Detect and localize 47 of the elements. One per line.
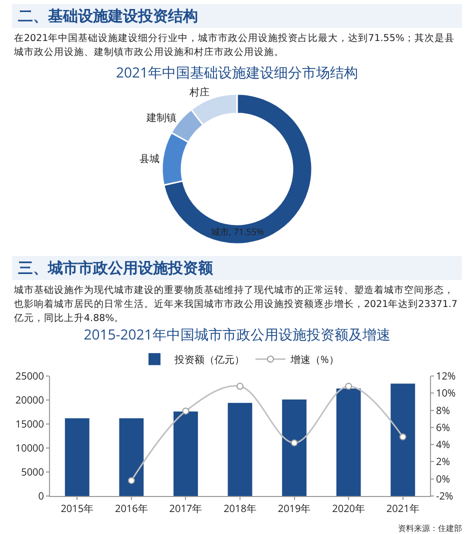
y-tick-label: 25000 — [15, 368, 44, 382]
text: 城市基础设施作为现代城市建设的重要物质基础维持了现代城市的正常运转、塑造着城市空间形态，也影响着城市居民的日常生活。近年来我国城市市政公用设施投资额逐步增长，2021年达到23371.7亿元，同比上升4.88%。 — [14, 284, 458, 326]
slice-label: 村庄 — [188, 84, 210, 99]
bar — [390, 384, 416, 496]
slice-label: 建制镇 — [146, 110, 177, 124]
x-tick-label: 2019年 — [278, 501, 311, 515]
point — [182, 408, 190, 415]
text: 资料来源：住建部 — [398, 523, 462, 534]
y-tick-label: 0 — [38, 488, 44, 502]
slice-label: 县城 — [139, 151, 160, 166]
y2-tick-label: 4% — [436, 437, 450, 452]
x-tick-label: 2018年 — [224, 501, 256, 515]
y2-tick-label: 10% — [436, 386, 456, 400]
y2-tick-label: -2% — [436, 488, 454, 502]
point — [236, 382, 244, 390]
text: 三、城市市政公用设施投资额 — [12, 256, 462, 280]
y2-tick-label: 6% — [436, 420, 450, 434]
x-tick-label: 2016年 — [114, 501, 148, 515]
y-tick-label: 15000 — [15, 416, 44, 430]
point — [345, 382, 352, 390]
text: 二、基础设施建设投资结构 — [12, 4, 462, 28]
text: 在2021年中国基础设施建设细分行业中，城市市政公用设施投资占比最大，达到71.55%；其次是县城市政公用设施、建制镇市政公用设施和村庄市政公用设施。 — [14, 32, 456, 60]
bar — [336, 388, 361, 496]
x-tick-label: 2015年 — [60, 501, 94, 515]
bar — [119, 418, 144, 496]
x-tick-label: 2017年 — [169, 501, 202, 515]
x-tick-label: 2020年 — [332, 501, 366, 515]
x-tick-label: 2021年 — [386, 501, 420, 515]
y2-tick-label: 0% — [436, 471, 450, 486]
bar — [174, 412, 198, 496]
bar — [228, 402, 252, 496]
point — [128, 477, 135, 484]
bar — [282, 400, 306, 496]
y-tick-label: 10000 — [15, 440, 44, 454]
bar — [64, 418, 90, 496]
point — [399, 433, 406, 440]
point — [290, 439, 298, 446]
chart-title: 2021年中国基础设施建设细分市场结构 — [116, 63, 358, 82]
legend-label: 投资额（亿元） — [174, 352, 244, 366]
y-tick-label: 5000 — [21, 464, 44, 478]
y-tick-label: 20000 — [15, 392, 44, 406]
y2-tick-label: 8% — [436, 402, 450, 417]
slice-label: 城市, 71.55% — [210, 225, 264, 238]
y2-tick-label: 12% — [436, 368, 456, 382]
legend-label: 增速（%） — [290, 352, 339, 366]
chart-title: 2015-2021年中国城市市政公用设施投资额及增速 — [84, 326, 390, 345]
y2-tick-label: 2% — [436, 454, 450, 468]
